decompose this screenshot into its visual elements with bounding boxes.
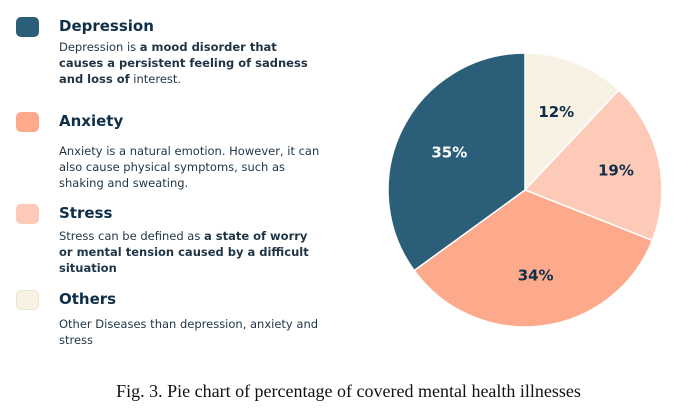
- legend-desc-part: interest.: [129, 72, 182, 86]
- legend-title-others: Others: [59, 290, 117, 308]
- legend-desc-part: Stress can be defined as: [59, 229, 204, 243]
- legend-title-depression: Depression: [59, 17, 154, 35]
- legend-swatch-anxiety: [16, 112, 39, 132]
- legend-desc-anxiety: Anxiety is a natural emotion. However, i…: [59, 143, 324, 191]
- pie-label-depression: 35%: [431, 143, 467, 161]
- pie-label-stress: 19%: [598, 162, 634, 180]
- pie-slice-anxiety: [413, 189, 654, 328]
- legend-desc-part: a mood disorder that causes a persistent…: [59, 40, 308, 86]
- legend-swatch-stress: [16, 204, 39, 224]
- legend-desc-others: Other Diseases than depression, anxiety …: [59, 316, 324, 348]
- pie-slice-others: [524, 52, 620, 192]
- legend-desc-stress: Stress can be defined as a state of worr…: [59, 228, 324, 276]
- pie-chart: 12% 19% 34% 35%: [370, 45, 680, 335]
- figure-caption: Fig. 3. Pie chart of percentage of cover…: [116, 381, 581, 401]
- pie-chart-svg: 12% 19% 34% 35%: [387, 52, 663, 328]
- legend-title-stress: Stress: [59, 204, 113, 222]
- pie-label-anxiety: 34%: [518, 266, 554, 284]
- legend-swatch-others: [16, 290, 39, 310]
- pie-label-others: 12%: [538, 103, 574, 121]
- legend-desc-part: a state of worry or mental tension cause…: [59, 229, 309, 275]
- pie-slice-depression: [387, 52, 526, 272]
- legend-desc-depression: Depression is a mood disorder that cause…: [59, 39, 324, 87]
- legend-title-anxiety: Anxiety: [59, 112, 124, 130]
- legend-desc-part: Depression is: [59, 40, 140, 54]
- legend-desc-part: Anxiety is a natural emotion. However, i…: [59, 144, 320, 190]
- legend-desc-part: Other Diseases than depression, anxiety …: [59, 317, 319, 347]
- legend-swatch-depression: [16, 17, 39, 37]
